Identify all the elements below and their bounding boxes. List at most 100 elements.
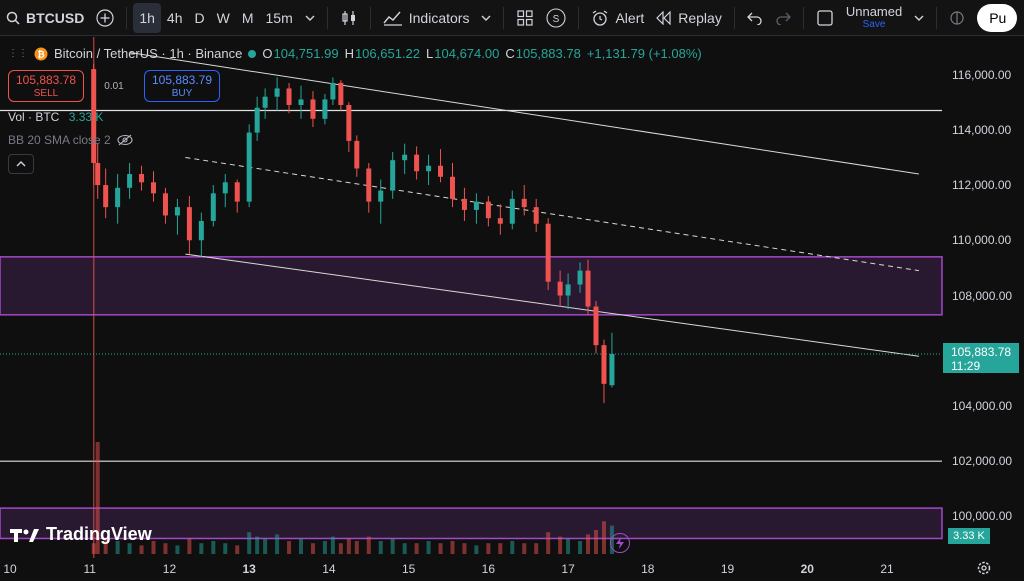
gear-icon — [976, 560, 992, 576]
volume-bar — [330, 536, 335, 554]
scripts-button[interactable]: S — [540, 3, 572, 33]
tradingview-logo[interactable]: TradingView — [10, 524, 152, 545]
layout-dropdown[interactable] — [908, 3, 930, 33]
interval-w[interactable]: W — [216, 9, 230, 26]
axis-settings-button[interactable] — [976, 560, 992, 581]
volume-bar — [287, 541, 292, 554]
chart-canvas[interactable] — [0, 37, 1024, 558]
volume-bar — [115, 541, 120, 554]
candle-body — [95, 162, 101, 186]
layout-name-button[interactable]: Unnamed Save — [840, 3, 908, 33]
price-tick: 114,000.00 — [952, 122, 1012, 137]
buy-button[interactable]: 105,883.79 BUY — [144, 70, 220, 102]
chevron-down-icon — [305, 13, 315, 23]
chevron-down-icon — [481, 13, 491, 23]
zone-0 — [0, 256, 943, 316]
bb-legend[interactable]: BB 20 SMA close 2 — [8, 133, 133, 147]
interval-1h[interactable]: 1h — [133, 2, 161, 33]
undo-button[interactable] — [741, 3, 769, 33]
indicators-icon — [383, 10, 403, 26]
volume-bar — [426, 541, 431, 554]
candle-body — [449, 176, 455, 199]
interval-m[interactable]: M — [241, 9, 254, 26]
layout-save-label: Save — [862, 18, 886, 30]
volume-bar — [354, 541, 359, 554]
alert-button[interactable]: Alert — [585, 3, 650, 33]
drag-handle-icon[interactable]: ⋮⋮ — [8, 48, 28, 59]
eye-hidden-icon[interactable] — [117, 134, 133, 146]
scripts-icon: S — [546, 7, 567, 28]
candle-body — [390, 160, 396, 191]
replay-button[interactable]: Replay — [650, 3, 728, 33]
low-label: L — [426, 46, 434, 61]
symbol-title[interactable]: Bitcoin / TetherUS · 1h · Binance — [54, 46, 243, 61]
symbol-search[interactable]: BTCUSD — [0, 3, 90, 33]
market-status-dot — [248, 49, 257, 58]
tradingview-wordmark: TradingView — [46, 524, 152, 544]
divider — [936, 6, 938, 29]
candle-body — [115, 187, 121, 208]
candle-body — [139, 174, 145, 183]
time-axis[interactable]: 10 11 12 13 14 15 16 17 18 19 20 21 — [0, 558, 1024, 581]
interval-15m[interactable]: 15m — [265, 9, 293, 26]
indicators-dropdown[interactable] — [475, 3, 497, 33]
settings-button[interactable] — [943, 3, 971, 33]
spread-value: 0.01 — [104, 80, 124, 92]
volume-bar — [103, 538, 108, 554]
interval-dropdown[interactable] — [299, 3, 321, 33]
buy-price: 105,883.79 — [151, 73, 213, 87]
price-axis[interactable]: 116,000.00 114,000.00 112,000.00 110,000.00… — [942, 37, 1024, 556]
volume-bar — [139, 545, 144, 554]
trade-panel: 105,883.78 SELL 0.01 105,883.79 BUY — [8, 70, 220, 102]
volume-bar — [247, 532, 252, 554]
volume-bar — [91, 543, 96, 554]
candle-body — [497, 218, 503, 224]
volume-bar — [151, 541, 156, 554]
flash-button[interactable] — [610, 533, 630, 553]
volume-bar — [346, 538, 351, 554]
rewind-icon — [656, 10, 672, 25]
volume-bar — [275, 534, 280, 554]
high-label: H — [344, 46, 354, 61]
time-tick: 18 — [641, 562, 655, 576]
candle-body — [322, 99, 328, 119]
indicators-label: Indicators — [408, 9, 470, 26]
alarm-clock-icon — [591, 9, 609, 27]
candle-body — [174, 207, 180, 216]
volume-bar — [223, 543, 228, 554]
interval-d[interactable]: D — [194, 9, 205, 26]
collapse-legend-button[interactable] — [8, 154, 34, 174]
time-tick: 19 — [720, 562, 735, 576]
volume-bar — [438, 543, 443, 554]
interval-4h[interactable]: 4h — [166, 9, 183, 26]
candle-body — [151, 182, 157, 194]
publish-button[interactable]: Pu — [977, 3, 1018, 32]
sell-button[interactable]: 105,883.78 SELL — [8, 70, 84, 102]
redo-button[interactable] — [769, 3, 797, 33]
layout-name: Unnamed — [845, 3, 903, 19]
candles-icon — [340, 9, 358, 27]
high-value: 106,651.22 — [354, 46, 421, 61]
indicators-button[interactable]: Indicators — [377, 3, 476, 33]
volume-bar — [263, 538, 268, 554]
time-tick: 12 — [162, 562, 177, 576]
chart-type-button[interactable] — [334, 3, 364, 33]
volume-legend[interactable]: Vol · BTC 3.33 K — [8, 110, 103, 124]
candle-body — [545, 223, 551, 282]
volume-bar — [175, 545, 180, 554]
compare-button[interactable] — [90, 3, 120, 33]
candle-body — [222, 182, 228, 194]
divider — [126, 6, 128, 29]
volume-bar — [211, 541, 216, 554]
candle-body — [254, 107, 260, 133]
close-value: 105,883.78 — [515, 46, 581, 61]
candle-body — [354, 140, 360, 169]
volume-bar — [566, 538, 571, 554]
fullscreen-button[interactable] — [810, 3, 840, 33]
low-value: 104,674.00 — [434, 46, 500, 61]
time-tick: 10 — [3, 562, 17, 576]
volume-bar — [462, 543, 467, 554]
layouts-button[interactable] — [510, 3, 540, 33]
candle-body — [274, 88, 280, 97]
volume-bar — [474, 545, 479, 554]
